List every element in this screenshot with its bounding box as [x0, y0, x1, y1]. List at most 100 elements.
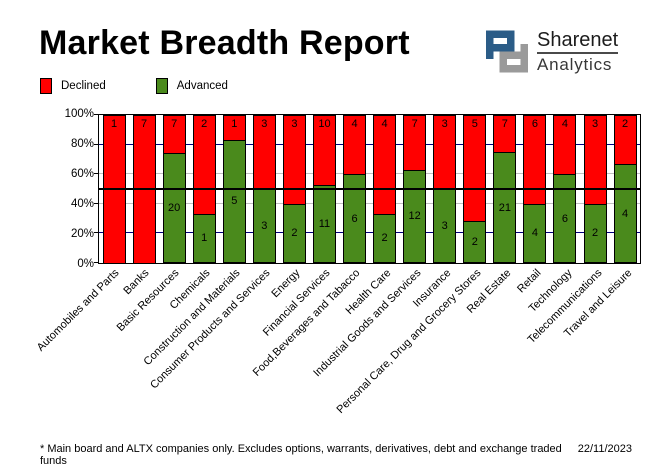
- declined-count: 3: [261, 118, 268, 130]
- advanced-segment: 5: [222, 139, 246, 263]
- advanced-segment: 12: [403, 169, 427, 263]
- declined-count: 5: [471, 118, 478, 130]
- declined-count: 7: [141, 118, 148, 130]
- declined-segment: 3: [583, 115, 607, 204]
- advanced-count: 2: [291, 227, 298, 240]
- bar-slot: 7 20: [159, 115, 189, 263]
- advanced-count: 2: [471, 235, 478, 248]
- advanced-count: 6: [561, 212, 569, 225]
- advanced-count: 1: [201, 232, 208, 245]
- logo-divider: [537, 52, 619, 54]
- declined-count: 2: [201, 118, 208, 130]
- advanced-count: 5: [231, 195, 238, 208]
- declined-count: 4: [381, 118, 388, 130]
- declined-segment: 10: [312, 115, 336, 186]
- advanced-segment: 3: [252, 189, 276, 263]
- advanced-segment: 4: [613, 164, 637, 263]
- gridline-20: [94, 232, 640, 234]
- declined-count: 3: [441, 118, 448, 130]
- y-tick-mark: [94, 173, 99, 175]
- page-title: Market Breadth Report: [39, 24, 410, 62]
- advanced-segment: 2: [583, 203, 607, 263]
- footer: * Main board and ALTX companies only. Ex…: [40, 443, 632, 467]
- advanced-count: 2: [591, 227, 599, 240]
- advanced-count: 4: [531, 227, 538, 240]
- y-tick-label: 80%: [70, 138, 94, 150]
- fifty-percent-line: [99, 188, 640, 190]
- legend-label-advanced: Advanced: [176, 80, 228, 92]
- bar-slot: 7 21: [490, 115, 520, 263]
- stacked-bar: 10 11: [312, 115, 336, 263]
- y-tick-label: 0%: [77, 258, 94, 270]
- declined-count: 6: [531, 118, 538, 130]
- advanced-count: 3: [441, 220, 448, 232]
- declined-segment: 3: [252, 115, 276, 189]
- declined-segment: 7: [493, 115, 517, 152]
- logo-mark-blue: [486, 30, 515, 59]
- y-tick-label: 60%: [70, 168, 94, 180]
- logo-mark-gray: [499, 44, 528, 73]
- advanced-count: 12: [408, 210, 421, 223]
- advanced-segment: 20: [162, 153, 186, 263]
- gridline-60: [99, 173, 640, 175]
- advanced-count: 21: [498, 201, 511, 214]
- footer-date: 22/11/2023: [577, 443, 632, 455]
- logo-sub-name: Analytics: [537, 55, 613, 74]
- declined-count: 3: [591, 118, 599, 130]
- logo-brand-name: Sharenet: [537, 29, 619, 51]
- gridline-80: [94, 143, 640, 145]
- y-tick-label: 100%: [64, 108, 94, 120]
- declined-count: 1: [110, 118, 118, 130]
- advanced-segment: 6: [553, 174, 577, 263]
- declined-segment: 4: [373, 115, 397, 214]
- declined-count: 7: [501, 118, 508, 130]
- stacked-bar: 7 20: [162, 115, 186, 263]
- y-tick-mark: [94, 232, 99, 234]
- bar-slot: 7 12: [400, 115, 430, 263]
- advanced-segment: 6: [343, 174, 367, 263]
- advanced-segment: 4: [523, 203, 547, 263]
- declined-count: 10: [318, 118, 331, 130]
- y-axis-labels: 100% 80% 60% 40% 20% 0%: [28, 108, 94, 270]
- declined-segment: 4: [343, 115, 367, 175]
- declined-segment: 1: [222, 115, 246, 140]
- advanced-count: 3: [261, 220, 268, 232]
- advanced-count: 6: [351, 212, 358, 225]
- stacked-bar: 7 21: [493, 115, 517, 263]
- x-axis-labels: Automobiles and Parts Banks Basic Resource…: [35, 267, 641, 457]
- chart-legend: Declined Advanced: [40, 78, 228, 94]
- advanced-count: 4: [622, 207, 629, 220]
- advanced-count: 20: [168, 202, 181, 215]
- declined-segment: 7: [403, 115, 427, 170]
- declined-segment: 2: [613, 115, 637, 165]
- sharenet-logo: Sharenet Analytics: [486, 29, 619, 74]
- declined-count: 7: [411, 118, 418, 130]
- advanced-segment: 2: [282, 203, 306, 263]
- declined-count: 7: [171, 118, 178, 130]
- sharenet-logo-icon: [486, 30, 528, 73]
- y-tick-label: 20%: [70, 228, 94, 240]
- footer-note: * Main board and ALTX companies only. Ex…: [40, 443, 562, 467]
- declined-segment: 6: [523, 115, 547, 204]
- declined-segment: 4: [553, 115, 577, 175]
- declined-segment: 2: [192, 115, 216, 214]
- declined-count: 2: [622, 118, 629, 130]
- advanced-segment: 2: [463, 220, 487, 263]
- y-tick-label: 40%: [70, 198, 94, 210]
- y-tick-mark: [94, 262, 99, 263]
- declined-count: 1: [231, 118, 238, 130]
